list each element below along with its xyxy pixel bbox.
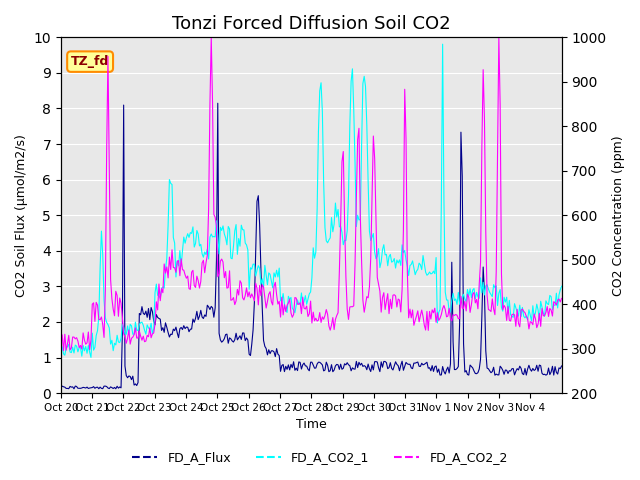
FD_A_Flux [70,386,78,392]
FD_A_CO2_2 [207,35,215,40]
Text: TZ_fd: TZ_fd [71,55,109,68]
FD_A_CO2_1 [316,88,324,94]
FD_A_CO2_2 [417,312,424,318]
Line: FD_A_CO2_2: FD_A_CO2_2 [61,37,561,350]
FD_A_CO2_1 [415,260,423,266]
Legend: FD_A_Flux, FD_A_CO2_1, FD_A_CO2_2: FD_A_Flux, FD_A_CO2_1, FD_A_CO2_2 [127,446,513,469]
FD_A_CO2_2 [556,299,564,305]
X-axis label: Time: Time [296,419,326,432]
Line: FD_A_Flux: FD_A_Flux [61,103,561,389]
FD_A_Flux [76,385,83,391]
Y-axis label: CO2 Soil Flux (μmol/m2/s): CO2 Soil Flux (μmol/m2/s) [15,134,28,297]
FD_A_CO2_1 [74,349,82,355]
Title: Tonzi Forced Diffusion Soil CO2: Tonzi Forced Diffusion Soil CO2 [172,15,451,33]
FD_A_Flux [214,100,221,106]
FD_A_CO2_1 [491,285,499,291]
FD_A_Flux [91,385,99,391]
FD_A_CO2_1 [556,287,564,293]
FD_A_CO2_2 [76,345,83,350]
FD_A_Flux [57,385,65,391]
FD_A_Flux [556,366,564,372]
FD_A_CO2_2 [60,348,67,353]
FD_A_CO2_1 [439,41,447,47]
FD_A_CO2_2 [91,319,99,324]
FD_A_CO2_1 [57,345,65,350]
Line: FD_A_CO2_1: FD_A_CO2_1 [61,44,561,358]
FD_A_Flux [557,363,565,369]
FD_A_Flux [491,372,499,378]
FD_A_CO2_1 [87,355,95,360]
Y-axis label: CO2 Concentration (ppm): CO2 Concentration (ppm) [612,135,625,296]
FD_A_CO2_2 [57,343,65,348]
FD_A_Flux [417,363,424,369]
FD_A_CO2_2 [317,320,325,325]
FD_A_CO2_2 [491,312,499,318]
FD_A_CO2_2 [557,296,565,301]
FD_A_CO2_1 [557,283,565,289]
FD_A_CO2_1 [91,345,99,350]
FD_A_Flux [317,360,325,366]
